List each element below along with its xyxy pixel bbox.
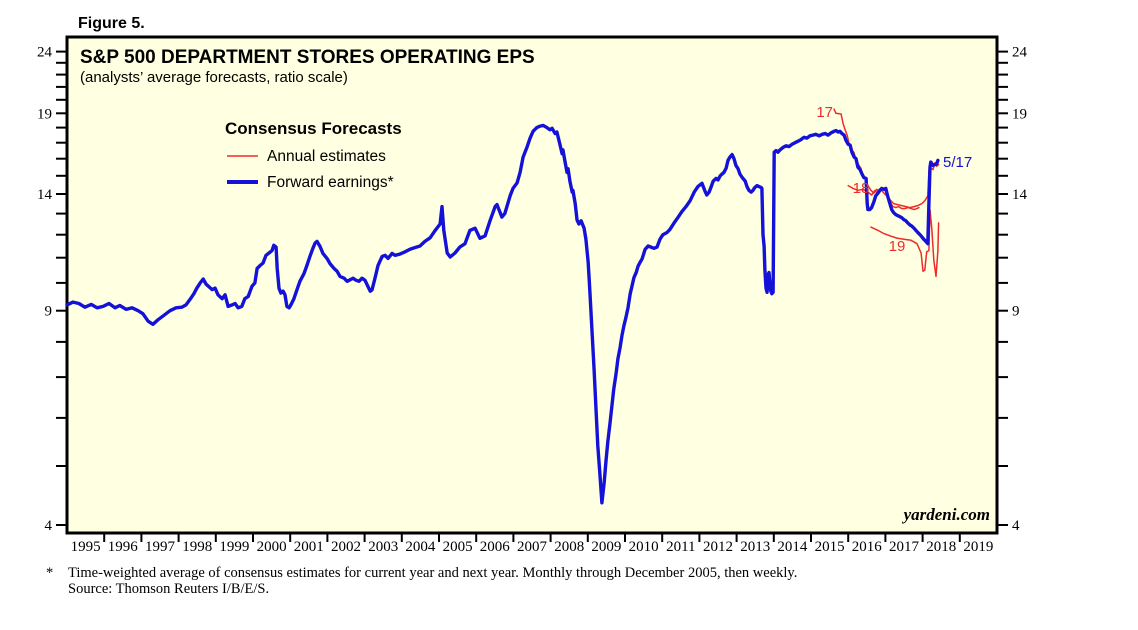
x-year-label: 2012 [703, 539, 733, 555]
x-year-label: 2000 [257, 539, 287, 555]
x-year-label: 2003 [368, 539, 398, 555]
axis-ticks [56, 50, 1008, 542]
series-lines [65, 108, 940, 505]
footnote-marker: * [46, 565, 53, 581]
x-year-label: 2002 [331, 539, 361, 555]
x-year-label: 1997 [145, 539, 176, 555]
x-year-label: 1998 [182, 539, 212, 555]
legend-annual-estimates-label: Annual estimates [267, 148, 386, 165]
x-year-label: 1995 [71, 539, 101, 555]
x-year-label: 2013 [740, 539, 770, 555]
y-tick-label-right: 9 [1012, 304, 1020, 320]
figure-label: Figure 5. [78, 15, 145, 32]
y-tick-label-left: 4 [45, 518, 53, 534]
footnote-line2: Source: Thomson Reuters I/B/E/S. [68, 581, 269, 597]
annotation-latest-datapoint: 5/17 [943, 154, 972, 171]
y-tick-label-right: 19 [1012, 106, 1027, 122]
x-year-label: 2004 [405, 539, 436, 555]
chart-subtitle: (analysts’ average forecasts, ratio scal… [80, 69, 348, 86]
x-year-label: 2017 [889, 539, 920, 555]
series-line-forward-earnings- [65, 123, 940, 505]
x-year-label: 2009 [591, 539, 621, 555]
legend-forward-earnings-label: Forward earnings* [267, 174, 394, 191]
legend: Consensus Forecasts Annual estimates For… [225, 119, 402, 191]
x-year-label: 1996 [108, 539, 139, 555]
footnote-line1: Time-weighted average of consensus estim… [68, 565, 797, 581]
y-tick-label-left: 14 [37, 187, 53, 203]
x-year-label: 2018 [926, 539, 956, 555]
axis-tick-labels: 4 4 9 9 14 14 19 19 24 24 1995 1996 1997 1998 1999 2000… [37, 45, 1028, 555]
annotation-2017-estimate: 17 [816, 104, 833, 121]
x-year-label: 2006 [480, 539, 511, 555]
x-year-label: 2016 [852, 539, 883, 555]
y-tick-label-right: 14 [1012, 187, 1028, 203]
x-year-label: 2015 [815, 539, 845, 555]
y-tick-label-left: 9 [45, 304, 53, 320]
watermark: yardeni.com [902, 505, 990, 524]
annotation-2019-estimate: 19 [889, 238, 906, 255]
chart-title: S&P 500 DEPARTMENT STORES OPERATING EPS [80, 47, 535, 68]
x-year-label: 2008 [554, 539, 584, 555]
x-year-label: 2001 [294, 539, 324, 555]
y-tick-label-right: 4 [1012, 518, 1020, 534]
x-year-label: 2005 [443, 539, 473, 555]
annotation-2018-estimate: 18 [853, 180, 870, 197]
series-line-annual-estimates-2019- [870, 208, 940, 278]
legend-heading: Consensus Forecasts [225, 119, 402, 138]
x-year-label: 2010 [629, 539, 659, 555]
x-year-label: 2019 [963, 539, 993, 555]
x-year-label: 2007 [517, 539, 548, 555]
y-tick-label-left: 19 [37, 106, 52, 122]
y-tick-label-left: 24 [37, 45, 53, 61]
x-year-label: 2011 [666, 539, 695, 555]
x-year-label: 1999 [219, 539, 249, 555]
y-tick-label-right: 24 [1012, 45, 1028, 61]
x-year-label: 2014 [777, 539, 808, 555]
